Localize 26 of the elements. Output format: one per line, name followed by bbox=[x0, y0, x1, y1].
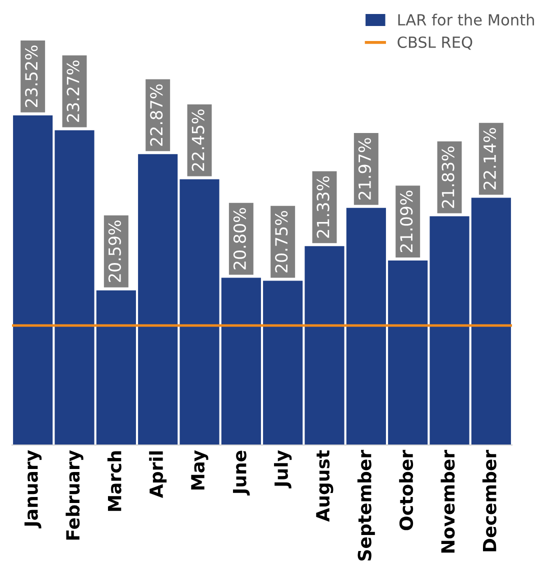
data-label: 20.75% bbox=[275, 210, 288, 272]
x-tick-label: November bbox=[440, 450, 455, 553]
data-label: 22.45% bbox=[192, 109, 204, 171]
data-label: 21.09% bbox=[400, 190, 413, 252]
x-tick-label: May bbox=[191, 450, 208, 490]
legend-label: CBSL REQ bbox=[398, 36, 472, 50]
x-tick-label: August bbox=[316, 450, 334, 522]
data-label: 21.83% bbox=[442, 146, 454, 208]
legend-label: LAR for the Month bbox=[398, 14, 534, 26]
x-tick-label: April bbox=[149, 451, 167, 498]
x-tick-label: January bbox=[24, 450, 42, 528]
x-tick-label: February bbox=[66, 450, 84, 540]
x-tick-label: July bbox=[274, 450, 292, 488]
x-tick-label: October bbox=[399, 450, 414, 530]
x-tick-label: March bbox=[107, 451, 122, 511]
data-label: 21.33% bbox=[316, 176, 330, 238]
data-label: 22.87% bbox=[150, 84, 163, 146]
x-tick-label: June bbox=[232, 450, 250, 496]
x-tick-label: September bbox=[357, 450, 375, 561]
data-label: 21.97% bbox=[358, 138, 372, 200]
data-label: 20.80% bbox=[233, 208, 246, 270]
x-tick-label: December bbox=[482, 450, 496, 552]
data-label: 22.14% bbox=[483, 128, 496, 190]
data-label: 23.52% bbox=[25, 46, 38, 107]
data-label: 23.27% bbox=[66, 60, 80, 122]
data-label: 20.59% bbox=[108, 220, 122, 282]
